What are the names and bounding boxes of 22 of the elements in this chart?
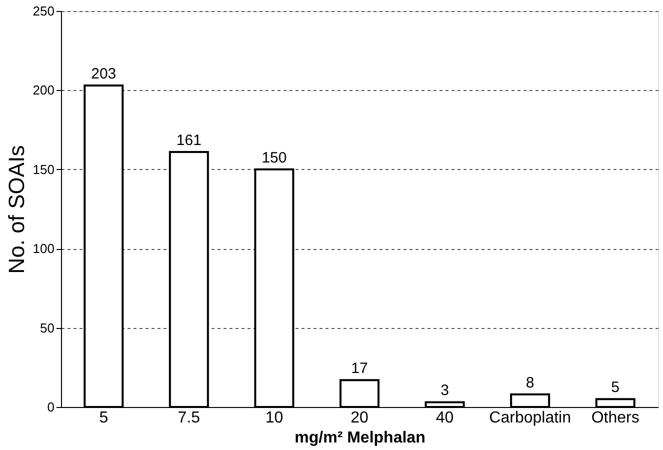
data-label: 3 [440,382,449,400]
y-axis-title: No. of SOAIs [4,145,29,274]
y-tick-label: 200 [32,82,54,98]
data-label: 8 [526,374,534,392]
y-tick-label: 0 [47,400,54,414]
x-tick-label: 40 [436,410,454,426]
x-axis-title: mg/m² Melphalan [294,430,426,446]
y-tick-label: 50 [40,320,54,336]
data-label: 5 [611,379,620,396]
x-tick-label: 20 [350,410,368,426]
y-tick-label: 150 [32,162,54,177]
x-tick-label: 10 [265,410,284,426]
x-tick-label: 5 [99,410,108,426]
x-tick-label: 7.5 [178,410,200,426]
y-tick-label: 250 [32,4,54,18]
x-tick-label: Others [591,410,640,426]
data-label: 203 [91,65,116,82]
y-tick-label: 100 [32,241,54,256]
data-label: 17 [351,360,368,378]
data-label: 161 [176,132,202,149]
data-label: 150 [262,149,287,166]
x-tick-label: Carboplatin [489,410,571,426]
